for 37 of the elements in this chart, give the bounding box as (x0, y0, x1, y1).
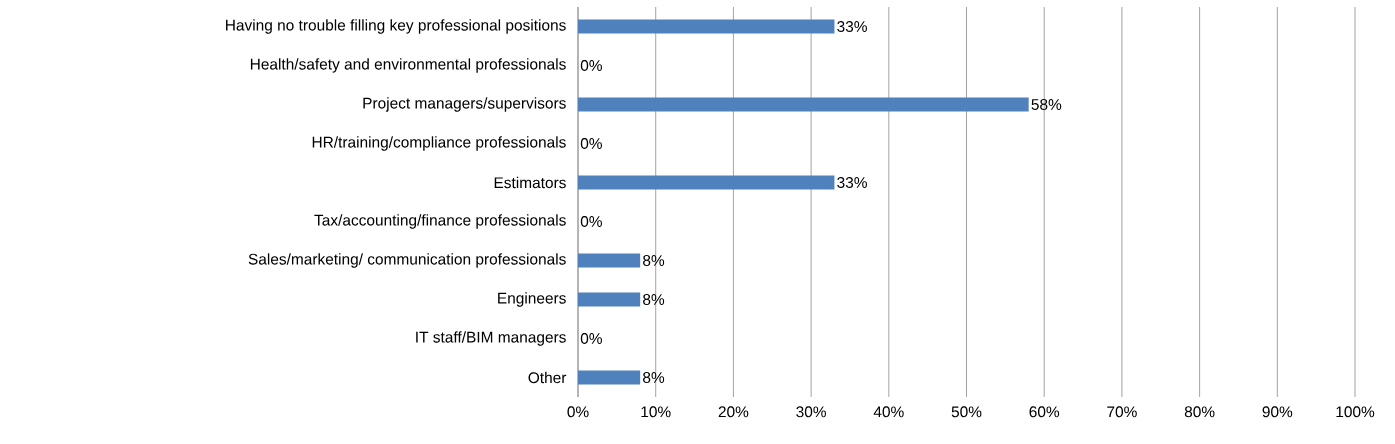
x-tick-label: 60% (1029, 406, 1060, 418)
x-tick-label: 90% (1262, 406, 1293, 418)
y-tick-label: Estimators (494, 176, 566, 189)
x-tick-label: 10% (641, 406, 671, 418)
y-tick-label: Other (528, 371, 567, 384)
x-tick-label: 100% (1336, 406, 1375, 418)
y-tick-label: Project managers/supervisors (363, 97, 566, 112)
y-tick-label: HR/training/compliance professionals (312, 136, 566, 151)
bar (578, 370, 641, 385)
bar (578, 253, 641, 268)
data-label: 0% (580, 60, 602, 71)
y-tick-label: Tax/accounting/finance professionals (314, 214, 566, 229)
x-tick-label: 30% (796, 406, 826, 418)
x-tick-label: 70% (1107, 406, 1137, 418)
bar (578, 175, 835, 190)
x-tick-label: 20% (718, 406, 749, 418)
x-tick-label: 0% (567, 406, 589, 418)
y-tick-label: Sales/marketing/ communication professionals (248, 253, 566, 268)
bar (578, 97, 1029, 112)
data-label: 33% (837, 177, 867, 188)
data-label: 0% (580, 138, 602, 149)
y-tick-label: IT staff/BIM managers (416, 331, 566, 346)
x-tick-label: 80% (1184, 406, 1215, 418)
y-tick-label: Health/safety and environmental professionals (250, 58, 566, 73)
data-label: 0% (580, 333, 602, 344)
data-label: 0% (580, 216, 602, 227)
data-label: 58% (1031, 99, 1062, 110)
y-tick-label: Engineers (498, 292, 566, 307)
x-tick-label: 50% (951, 406, 982, 418)
data-label: 33% (837, 21, 867, 32)
bar (578, 19, 835, 34)
data-label: 8% (643, 372, 665, 383)
data-label: 8% (643, 255, 665, 266)
bar (578, 292, 641, 307)
x-tick-label: 40% (873, 406, 904, 418)
data-label: 8% (643, 294, 665, 305)
y-tick-label: Having no trouble filling key professional positions (226, 19, 566, 34)
